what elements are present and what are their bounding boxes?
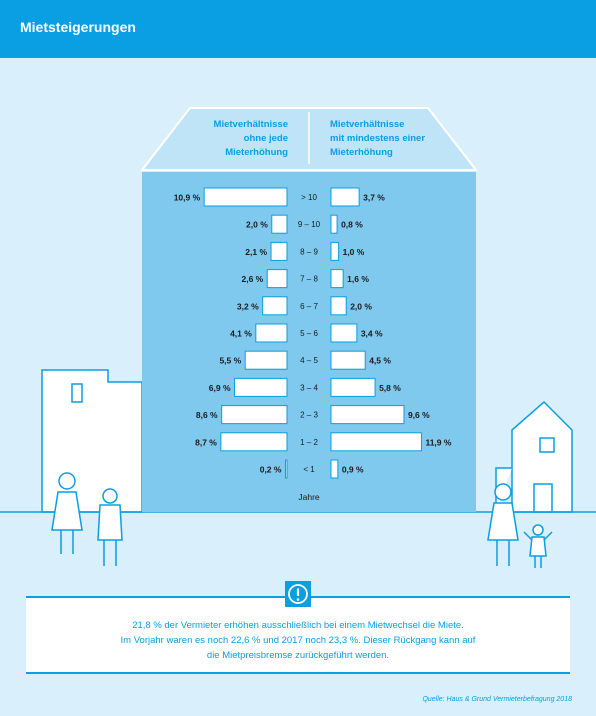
child-right-body <box>529 536 547 557</box>
bar-right-2 <box>330 241 340 261</box>
series-left-title-line-2: ohne jede <box>244 133 288 144</box>
bar-left-3 <box>266 269 288 289</box>
bar-right-4 <box>330 296 347 316</box>
bar-right-5 <box>330 323 358 343</box>
left-building-window <box>71 383 83 403</box>
bar-right-label-5: 3,4 % <box>361 329 383 339</box>
note-line-1: 21,8 % der Vermieter erhöhen ausschließl… <box>132 620 464 631</box>
left-building <box>41 369 143 513</box>
series-right-title-line-2: mit mindestens einer <box>330 133 425 144</box>
bar-left-label-3: 2,6 % <box>241 274 263 284</box>
right-house-window <box>539 437 555 453</box>
bar-left-7 <box>234 377 288 397</box>
bar-left-0 <box>203 187 288 207</box>
bar-right-label-2: 1,0 % <box>343 247 365 257</box>
series-left-title-line-3: Mieterhöhung <box>225 147 288 158</box>
woman-right-body <box>487 502 519 541</box>
bar-right-8 <box>330 405 405 425</box>
note-text: 21,8 % der Vermieter erhöhen ausschließl… <box>26 618 570 663</box>
people-left <box>51 472 123 566</box>
bar-left-1 <box>271 214 288 234</box>
child-right-arm-2 <box>543 531 553 541</box>
note-line-3: die Mietpreisbremse zurückgeführt werden… <box>206 650 390 661</box>
page-title: Mietsteigerungen <box>20 19 136 35</box>
category-label-3: 7 – 8 <box>300 275 318 284</box>
bar-right-7 <box>330 377 376 397</box>
woman-left-body <box>51 491 83 531</box>
bar-left-label-4: 3,2 % <box>237 301 259 311</box>
header-bar: Mietsteigerungen <box>0 0 596 58</box>
bar-right-1 <box>330 214 338 234</box>
bar-left-label-10: 0,2 % <box>260 465 282 475</box>
bar-right-0 <box>330 187 360 207</box>
category-label-8: 2 – 3 <box>300 411 318 420</box>
category-label-2: 8 – 9 <box>300 247 318 256</box>
series-right-title-line-1: Mietverhältnisse <box>330 119 404 130</box>
bar-left-8 <box>221 405 288 425</box>
bar-right-label-0: 3,7 % <box>363 193 385 203</box>
bar-left-6 <box>244 350 288 370</box>
category-label-6: 4 – 5 <box>300 356 318 365</box>
category-label-5: 5 – 6 <box>300 329 318 338</box>
series-left-title-line-1: Mietverhältnisse <box>214 119 288 130</box>
bar-left-5 <box>255 323 288 343</box>
bar-right-label-9: 11,9 % <box>425 437 451 447</box>
right-house-door <box>533 483 553 513</box>
bar-left-label-8: 8,6 % <box>196 410 218 420</box>
category-label-7: 3 – 4 <box>300 383 318 392</box>
woman-left-head <box>58 472 76 490</box>
house-body <box>142 172 476 512</box>
bar-left-label-1: 2,0 % <box>246 220 268 230</box>
big-house <box>139 107 479 512</box>
bar-left-label-2: 2,1 % <box>245 247 267 257</box>
exclamation-icon <box>285 581 311 607</box>
bar-left-4 <box>262 296 288 316</box>
category-label-1: 9 – 10 <box>298 220 321 229</box>
note-line-2: Im Vorjahr waren es noch 22,6 % und 2017… <box>120 635 476 646</box>
bar-right-label-1: 0,8 % <box>341 220 363 230</box>
bar-left-label-7: 6,9 % <box>209 383 231 393</box>
category-label-9: 1 – 2 <box>300 438 318 447</box>
bar-left-label-9: 8,7 % <box>195 437 217 447</box>
man-left-head <box>102 488 118 504</box>
bar-right-6 <box>330 350 366 370</box>
bar-right-label-8: 9,6 % <box>408 410 430 420</box>
bar-right-label-7: 5,8 % <box>379 383 401 393</box>
category-label-4: 6 – 7 <box>300 302 318 311</box>
child-right-arm-1 <box>523 531 533 541</box>
bars-layer: 10,9 % 3,7 % > 10 2,0 % 0,8 % 9 – 10 2,1 % 1,0 … <box>174 187 452 479</box>
woman-right-head <box>494 483 512 501</box>
category-label-0: > 10 <box>301 193 317 202</box>
bar-left-label-6: 5,5 % <box>219 356 241 366</box>
x-axis-label: Jahre <box>298 492 320 502</box>
people-right <box>487 483 553 568</box>
child-right-head <box>532 524 544 536</box>
source-note: Quelle: Haus & Grund Vermieterbefragung … <box>422 696 572 703</box>
bar-right-label-10: 0,9 % <box>342 465 364 475</box>
bar-right-label-3: 1,6 % <box>347 274 369 284</box>
bar-right-3 <box>330 269 344 289</box>
man-left-body <box>97 504 123 541</box>
bar-right-label-4: 2,0 % <box>350 301 372 311</box>
bar-left-10 <box>284 459 288 479</box>
bar-right-label-6: 4,5 % <box>369 356 391 366</box>
category-label-10: < 1 <box>303 465 315 474</box>
bar-left-2 <box>270 241 288 261</box>
bar-left-label-5: 4,1 % <box>230 329 252 339</box>
series-right-title-line-3: Mieterhöhung <box>330 147 393 158</box>
bar-right-10 <box>330 459 339 479</box>
bar-right-9 <box>330 432 422 452</box>
bar-left-9 <box>220 432 288 452</box>
bar-left-label-0: 10,9 % <box>174 193 201 203</box>
